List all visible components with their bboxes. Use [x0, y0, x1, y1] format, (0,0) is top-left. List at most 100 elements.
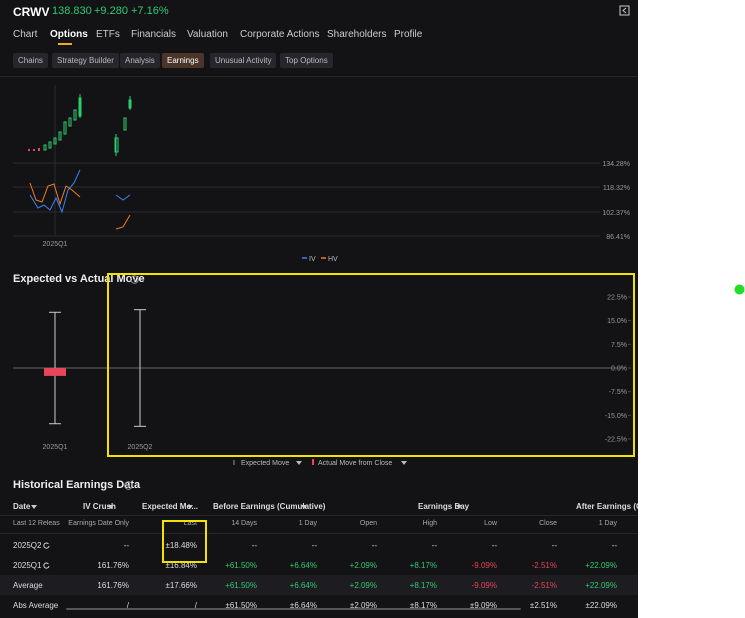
sort-caret[interactable]: [31, 505, 37, 509]
table-cell: -9.09%: [471, 581, 497, 590]
subheader: Close: [539, 520, 557, 527]
iv-chart: 134.28% 118.32% 102.37% 86.41% 2025Q1 IV…: [13, 85, 630, 263]
subheader: Low: [484, 520, 497, 527]
refresh-icon: [43, 562, 50, 569]
tab[interactable]: Corporate Actions: [240, 29, 320, 40]
change: +9.280: [94, 5, 128, 17]
table-cell: Average: [13, 581, 43, 590]
table-cell: 2025Q2: [13, 541, 42, 550]
table-cell: ±9.09%: [469, 601, 497, 610]
table-cell: /: [126, 601, 129, 610]
table-cell: 161.76%: [97, 561, 129, 570]
tab[interactable]: Profile: [394, 29, 423, 40]
sort-caret[interactable]: [456, 505, 462, 509]
subtab[interactable]: Analysis: [120, 53, 160, 68]
subtab[interactable]: Chains: [13, 53, 48, 68]
column-header[interactable]: IV Crush: [83, 502, 116, 511]
table-cell: +2.09%: [349, 581, 377, 590]
table-cell: --: [611, 541, 617, 550]
legend-label: IV: [309, 256, 316, 263]
column-header[interactable]: Before Earnings (Cumulative): [213, 502, 326, 511]
tab-underline: [58, 43, 72, 45]
table-cell: 2025Q1: [13, 561, 42, 570]
x-tick-label: 2025Q2: [128, 444, 153, 451]
hv-line: [29, 182, 81, 206]
tab[interactable]: Options: [50, 29, 88, 40]
table-cell: ±8.17%: [409, 601, 437, 610]
subheader: 1 Day: [598, 520, 617, 527]
subheader: Earnings Date Only: [68, 520, 129, 527]
tab[interactable]: Chart: [13, 29, 38, 40]
legend-label: HV: [328, 256, 338, 263]
y-tick-label: 118.32%: [603, 185, 630, 192]
collapse-icon[interactable]: [619, 5, 630, 16]
table-cell: +8.17%: [409, 581, 437, 590]
column-header[interactable]: Date: [13, 502, 31, 511]
legend-caret: [401, 461, 407, 465]
subtab[interactable]: Earnings: [162, 53, 204, 68]
column-header[interactable]: Expected Mo...: [142, 502, 199, 511]
y-tick-label: -22.5%: [605, 437, 627, 444]
legend-label: Actual Move from Close: [318, 460, 392, 467]
tab[interactable]: Financials: [131, 29, 177, 40]
table-cell: ±16.84%: [165, 561, 197, 570]
section-title: Expected vs Actual Move: [13, 273, 145, 285]
subheader: Last 12 Releas: [13, 520, 60, 527]
table-cell: +6.64%: [289, 581, 317, 590]
table-cell: -2.51%: [531, 561, 557, 570]
subtab[interactable]: Top Options: [280, 53, 333, 68]
table-cell: +22.09%: [585, 581, 617, 590]
subtab[interactable]: Unusual Activity: [210, 53, 277, 68]
table-cell: ±2.09%: [349, 601, 377, 610]
table-cell: --: [551, 541, 557, 550]
subheader: 14 Days: [231, 520, 257, 527]
table-cell: -2.51%: [531, 581, 557, 590]
table-cell: +22.09%: [585, 561, 617, 570]
subheader: Open: [359, 520, 377, 527]
subheader: High: [422, 520, 437, 527]
table-cell: --: [371, 541, 377, 550]
column-header[interactable]: Earnings Day: [418, 502, 470, 511]
tab[interactable]: Shareholders: [327, 29, 387, 40]
info-icon[interactable]: [124, 481, 133, 490]
actual-move: [44, 368, 66, 376]
y-tick-label: -15.0%: [605, 413, 627, 420]
table-cell: ±22.09%: [585, 601, 617, 610]
move-chart: 22.5% 15.0% 7.5% 0.0% -7.5% -15.0% -22.5% 2025Q…: [13, 295, 631, 467]
table-cell: --: [311, 541, 317, 550]
refresh-icon: [43, 542, 50, 549]
tab[interactable]: ETFs: [96, 29, 120, 40]
sort-caret[interactable]: [108, 505, 114, 509]
scrollbar: [66, 608, 521, 610]
divider: [0, 76, 638, 77]
y-tick-label: 0.0%: [611, 366, 627, 373]
candles: [43, 94, 132, 156]
app-panel: CRWV 138.830 +9.280 +7.16% 134.28% 118.3…: [0, 0, 638, 618]
column-header[interactable]: After Earnings (Cum: [576, 502, 638, 511]
highlight-box: [162, 520, 207, 563]
table-cell: +8.17%: [409, 561, 437, 570]
table-cell: ±61.50%: [225, 601, 257, 610]
table-cell: /: [194, 601, 197, 610]
legend-label: Expected Move: [241, 460, 289, 467]
table-cell: +61.50%: [225, 561, 257, 570]
y-tick-label: -7.5%: [609, 389, 627, 396]
x-tick-label: 2025Q1: [43, 444, 68, 451]
legend-caret: [296, 461, 302, 465]
y-tick-label: 22.5%: [607, 295, 627, 302]
table-cell: +2.09%: [349, 561, 377, 570]
y-tick-label: 15.0%: [607, 318, 627, 325]
sort-caret[interactable]: [187, 505, 193, 509]
section-title: Historical Earnings Data: [13, 479, 141, 491]
info-icon[interactable]: [130, 275, 139, 284]
subtab[interactable]: Strategy Builder: [52, 53, 119, 68]
table-cell: Abs Average: [13, 601, 59, 610]
ticker: CRWV: [13, 5, 50, 19]
table-cell: +6.64%: [289, 561, 317, 570]
hv-line: [115, 214, 131, 230]
table-cell: --: [491, 541, 497, 550]
row-bg: [0, 575, 638, 595]
tab[interactable]: Valuation: [187, 29, 228, 40]
sort-caret[interactable]: [301, 505, 307, 509]
legend-swatch: [312, 459, 314, 465]
